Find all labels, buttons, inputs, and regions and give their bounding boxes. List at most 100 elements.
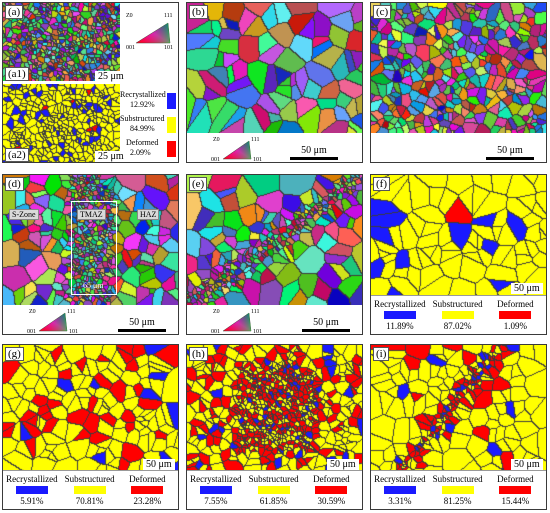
legend-value: 70.81%	[75, 496, 104, 506]
legend-item-substructured: Substructured 87.02%	[429, 299, 487, 331]
panel-label-g: (g)	[5, 347, 24, 361]
legend-label: Substructured	[64, 474, 115, 484]
scale-bar-h: 50 μm	[327, 459, 359, 470]
ipf-grain-map	[371, 3, 546, 133]
legend-item-recrystallized: Recrystallized 5.91%	[3, 474, 61, 506]
panel-i: (i) 50 μm Recrystallized 3.31% Substruct…	[370, 344, 547, 510]
legend-substructured-label: Substructured	[120, 114, 165, 123]
scale-bar-f: 50 μm	[511, 283, 543, 294]
legend-f: Recrystallized 11.89% Substructured 87.0…	[371, 295, 546, 334]
legend-swatch-yellow	[73, 486, 106, 494]
panel-label-a1: (a1)	[5, 67, 29, 81]
legend-swatch-yellow	[257, 486, 290, 494]
scale-bar-i: 50 μm	[511, 459, 543, 470]
legend-label: Substructured	[248, 474, 299, 484]
zone-tmaz: TMAZ	[77, 209, 106, 220]
legend-swatch-red	[499, 486, 532, 494]
panel-c: (c) 50 μm	[370, 2, 547, 163]
scale-bar-text: 25 μm	[98, 151, 124, 162]
legend-value: 7.55%	[204, 496, 228, 506]
tmaz-outline	[71, 201, 117, 295]
legend-substructured-value: 84.99%	[130, 124, 155, 133]
legend-swatch-yellow	[441, 311, 474, 319]
ipf-101-label: 101	[253, 329, 262, 335]
legend-label: Recrystallized	[374, 474, 426, 484]
ipf-001-label: 001	[126, 45, 135, 51]
ipf-001-label: 001	[211, 329, 220, 335]
panel-label-b: (b)	[189, 5, 208, 19]
legend-label: Deformed	[497, 299, 534, 309]
panel-label-a: (a)	[5, 5, 24, 19]
legend-swatch-red	[315, 486, 348, 494]
ipf-111-label: 111	[251, 309, 260, 315]
ipf-z0-label: Z0	[29, 309, 36, 315]
legend-label: Recrystallized	[374, 299, 426, 309]
legend-value: 3.31%	[388, 496, 412, 506]
rex-map-g	[3, 345, 178, 473]
ipf-101-label: 101	[164, 45, 173, 51]
scale-bar-a2: 25 μm	[95, 151, 127, 162]
legend-item-deformed: Deformed 15.44%	[487, 474, 545, 506]
panel-label-h: (h)	[189, 347, 208, 361]
ipf-001-label: 001	[27, 329, 36, 335]
legend-deformed-value: 2.09%	[130, 148, 151, 157]
rex-map-i	[371, 345, 546, 473]
ipf-grain-map	[3, 175, 178, 305]
legend-swatch-red	[499, 311, 532, 319]
scale-bar-text: 50 μm	[514, 459, 540, 470]
legend-value: 5.91%	[20, 496, 44, 506]
ipf-map-e	[187, 175, 362, 305]
ipf-101-label: 101	[253, 157, 262, 163]
scale-bar-d: 50 μm	[115, 317, 169, 332]
panel-label-a2: (a2)	[5, 148, 29, 162]
legend-value: 15.44%	[501, 496, 530, 506]
legend-swatch-blue	[199, 486, 232, 494]
rex-map	[371, 345, 546, 473]
legend-value: 87.02%	[443, 321, 472, 331]
rex-map	[187, 345, 362, 473]
ipf-triangle-a: Z0 111 001 101	[124, 7, 176, 77]
ipf-z0-label: Z0	[126, 13, 133, 19]
legend-label: Recrystallized	[6, 474, 58, 484]
ipf-triangle-b: Z0 111 001 101	[207, 135, 267, 163]
panel-label-c: (c)	[373, 5, 392, 19]
scale-bar-text: 25 μm	[98, 71, 124, 82]
panel-h: (h) 50 μm Recrystallized 7.55% Substruct…	[186, 344, 363, 510]
panel-d: (d) S-Zone TMAZ HAZ 65 μm Z0 111 001 101…	[2, 174, 179, 335]
scale-bar-text: 50 μm	[129, 317, 155, 328]
legend-item-recrystallized: Recrystallized 7.55%	[187, 474, 245, 506]
tmaz-width-label: 65 μm	[83, 281, 104, 290]
legend-label: Substructured	[432, 299, 483, 309]
scale-bar-text: 50 μm	[301, 145, 327, 156]
ipf-grain-map	[187, 175, 362, 305]
legend-item-recrystallized: Recrystallized 3.31%	[371, 474, 429, 506]
legend-value: 1.09%	[503, 321, 527, 331]
panel-f: (f) 50 μm Recrystallized 11.89% Substruc…	[370, 174, 547, 335]
panel-label-f: (f)	[373, 177, 390, 191]
legend-value: 23.28%	[133, 496, 162, 506]
legend-i: Recrystallized 3.31% Substructured 81.25…	[371, 470, 546, 509]
ipf-111-label: 111	[67, 309, 76, 315]
legend-item-deformed: Deformed 1.09%	[487, 299, 545, 331]
ipf-z0-label: Z0	[213, 309, 220, 315]
ipf-triangle-d: Z0 111 001 101	[23, 307, 83, 335]
panel-a: (a) (a1) 25 μm Z0 111 001 101 (a2) 25 μm	[2, 2, 179, 163]
ipf-101-label: 101	[69, 329, 78, 335]
panel-label-d: (d)	[5, 177, 24, 191]
scale-bar-text: 50 μm	[330, 459, 356, 470]
legend-g: Recrystallized 5.91% Substructured 70.81…	[3, 470, 178, 509]
ipf-111-label: 111	[251, 137, 260, 143]
legend-substructured-swatch	[167, 117, 176, 133]
legend-label: Recrystallized	[190, 474, 242, 484]
rex-map	[371, 175, 546, 297]
legend-h: Recrystallized 7.55% Substructured 61.85…	[187, 470, 362, 509]
scale-bar-e: 50 μm	[299, 317, 353, 332]
ipf-map-b	[187, 3, 362, 133]
scale-bar-text: 50 μm	[146, 459, 172, 470]
legend-recrystallized-value: 12.92%	[130, 100, 155, 109]
legend-item-substructured: Substructured 81.25%	[429, 474, 487, 506]
scale-bar-a1: 25 μm	[95, 71, 127, 82]
scale-bar-g: 50 μm	[143, 459, 175, 470]
legend-a: Recrystallized 12.92% Substructured 84.9…	[120, 87, 178, 162]
panel-label-e: (e)	[189, 177, 208, 191]
